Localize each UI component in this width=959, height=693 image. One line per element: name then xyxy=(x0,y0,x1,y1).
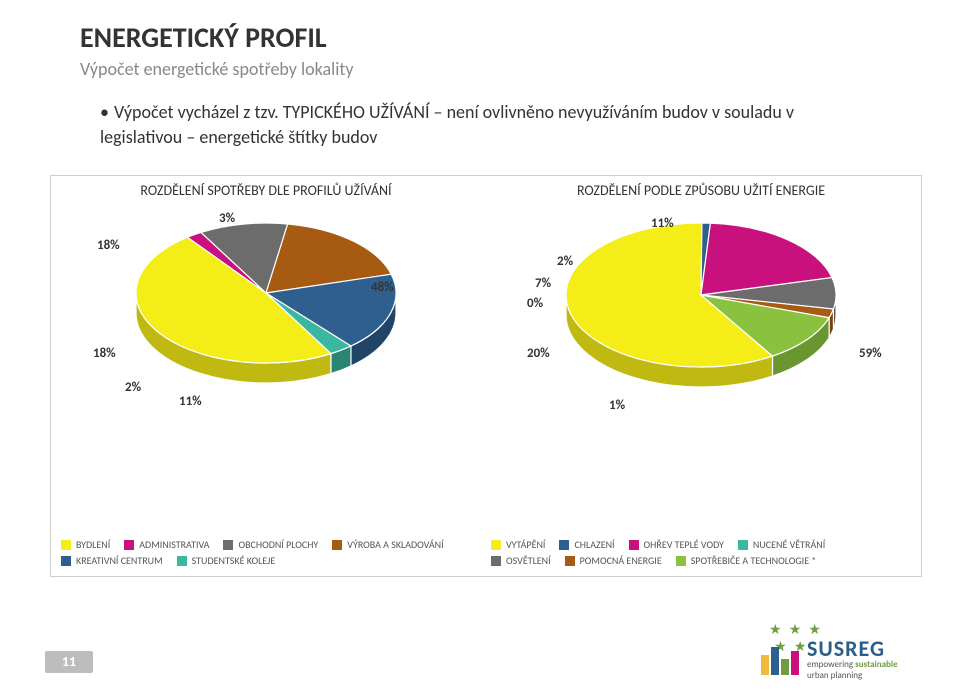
legend-label: KREATIVNÍ CENTRUM xyxy=(76,554,163,567)
logo-city-icon xyxy=(759,637,803,677)
legend-swatch xyxy=(491,540,501,550)
legend-item: POMOCNÁ ENERGIE xyxy=(565,554,662,567)
charts-panel: ROZDĚLENÍ SPOTŘEBY DLE PROFILŮ UŽÍVÁNÍ B… xyxy=(50,175,922,577)
pct-label: 18% xyxy=(97,238,120,253)
legend-label: OSVĚTLENÍ xyxy=(506,554,551,567)
chart-left-pie xyxy=(131,218,401,428)
legend-swatch xyxy=(61,556,71,566)
legend-item: OSVĚTLENÍ xyxy=(491,554,551,567)
pct-label: 3% xyxy=(219,211,235,226)
legend-swatch xyxy=(676,556,686,566)
legend-item: STUDENTSKÉ KOLEJE xyxy=(177,554,276,567)
pct-label: 59% xyxy=(859,346,882,361)
legend-label: VÝROBA A SKLADOVÁNÍ xyxy=(347,538,443,551)
legend-label: SPOTŘEBIČE A TECHNOLOGIE * xyxy=(691,554,817,567)
legend-item: VYTÁPĚNÍ xyxy=(491,538,545,551)
legend-swatch xyxy=(332,540,342,550)
legend-label: POMOCNÁ ENERGIE xyxy=(580,554,662,567)
legend-swatch xyxy=(124,540,134,550)
pct-label: 2% xyxy=(125,380,141,395)
pct-label: 48% xyxy=(371,280,394,295)
page-subtitle: Výpočet energetické spotřeby lokality xyxy=(80,58,354,80)
legend-swatch xyxy=(177,556,187,566)
legend-item: VÝROBA A SKLADOVÁNÍ xyxy=(332,538,443,551)
pct-label: 11% xyxy=(179,394,202,409)
legend-item: ADMINISTRATIVA xyxy=(124,538,209,551)
legend-label: BYDLENÍ xyxy=(76,538,110,551)
chart-right: ROZDĚLENÍ PODLE ZPŮSOBU UŽITÍ ENERGIE VY… xyxy=(481,176,921,576)
legend-label: ADMINISTRATIVA xyxy=(139,538,209,551)
page-number: 11 xyxy=(45,651,93,673)
legend-item: NUCENÉ VĚTRÁNÍ xyxy=(738,538,825,551)
legend-item: OBCHODNÍ PLOCHY xyxy=(223,538,318,551)
legend-swatch xyxy=(559,540,569,550)
legend-item: BYDLENÍ xyxy=(61,538,110,551)
legend-item: CHLAZENÍ xyxy=(559,538,614,551)
legend-item: SPOTŘEBIČE A TECHNOLOGIE * xyxy=(676,554,817,567)
bullet-text: •Výpočet vycházel z tzv. TYPICKÉHO UŽÍVÁ… xyxy=(100,100,880,150)
legend-label: VYTÁPĚNÍ xyxy=(506,538,545,551)
bullet-content: Výpočet vycházel z tzv. TYPICKÉHO UŽÍVÁN… xyxy=(100,101,794,148)
legend-label: NUCENÉ VĚTRÁNÍ xyxy=(753,538,825,551)
page-title: ENERGETICKÝ PROFIL xyxy=(80,20,327,55)
susreg-logo: ★ ★ ★ ★ ★ SUSREG empowering sustainable … xyxy=(759,621,919,681)
legend-swatch xyxy=(565,556,575,566)
chart-right-title: ROZDĚLENÍ PODLE ZPŮSOBU UŽITÍ ENERGIE xyxy=(481,182,921,199)
legend-item: KREATIVNÍ CENTRUM xyxy=(61,554,163,567)
chart-left: ROZDĚLENÍ SPOTŘEBY DLE PROFILŮ UŽÍVÁNÍ B… xyxy=(51,176,481,576)
chart-right-pie xyxy=(561,218,841,428)
legend-swatch xyxy=(629,540,639,550)
chart-right-legend: VYTÁPĚNÍ CHLAZENÍ OHŘEV TEPLÉ VODY NUCENÉ V… xyxy=(491,538,911,570)
pct-label: 20% xyxy=(527,346,550,361)
legend-swatch xyxy=(61,540,71,550)
logo-tagline: empowering sustainable urban planning xyxy=(807,659,919,681)
legend-label: OBCHODNÍ PLOCHY xyxy=(238,538,318,551)
legend-swatch xyxy=(491,556,501,566)
legend-swatch xyxy=(223,540,233,550)
pct-label: 1% xyxy=(609,398,625,413)
legend-swatch xyxy=(738,540,748,550)
pct-label: 2% xyxy=(557,254,573,269)
chart-left-title: ROZDĚLENÍ SPOTŘEBY DLE PROFILŮ UŽÍVÁNÍ xyxy=(51,182,481,199)
pct-label: 11% xyxy=(651,216,674,231)
legend-label: CHLAZENÍ xyxy=(574,538,614,551)
logo-brand: SUSREG xyxy=(807,635,885,662)
pct-label: 7% xyxy=(535,276,551,291)
pct-label: 0% xyxy=(527,296,543,311)
legend-label: STUDENTSKÉ KOLEJE xyxy=(192,554,276,567)
legend-label: OHŘEV TEPLÉ VODY xyxy=(644,538,724,551)
legend-item: OHŘEV TEPLÉ VODY xyxy=(629,538,724,551)
pct-label: 18% xyxy=(93,346,116,361)
chart-left-legend: BYDLENÍ ADMINISTRATIVA OBCHODNÍ PLOCHY VÝRO… xyxy=(61,538,471,570)
